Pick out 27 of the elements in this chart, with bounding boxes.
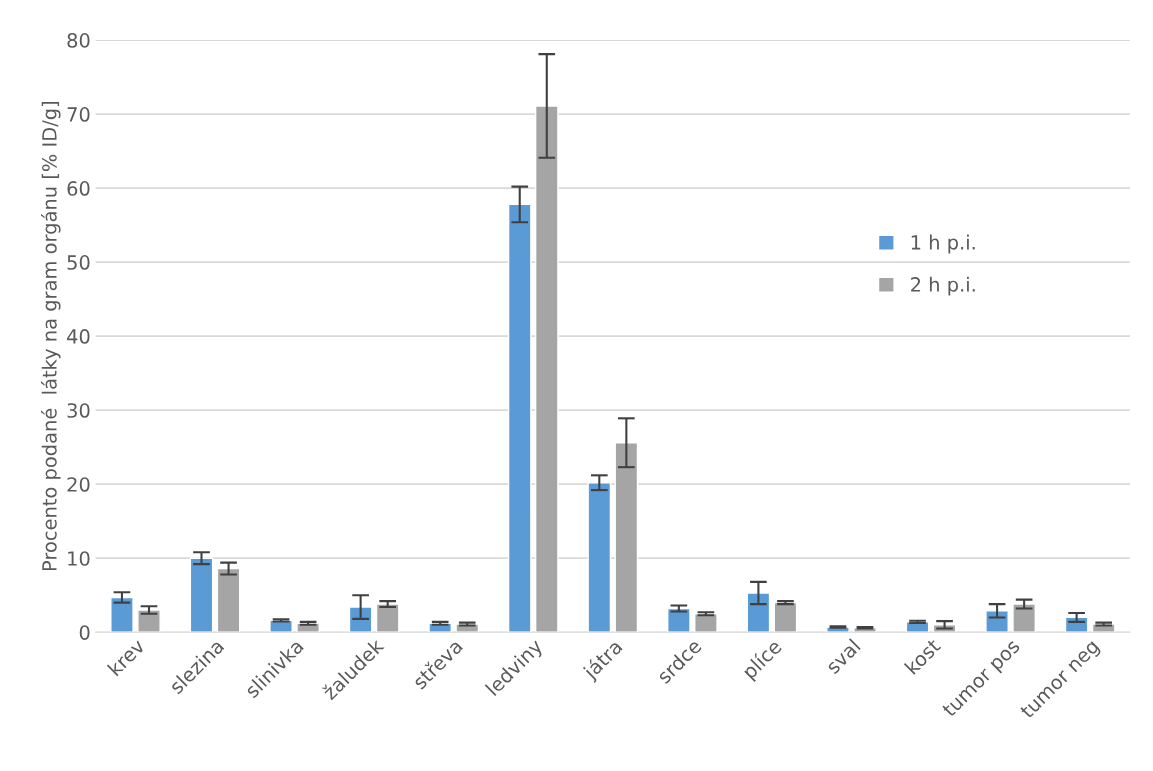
y-axis-title: Procento podané látky na gram orgánu [% ID/g] [40,101,61,571]
y-tick-label: 60 [67,181,90,196]
bar [746,592,771,633]
bar [375,603,400,633]
legend-label: 1 h p.i. [911,234,975,254]
bar [507,203,532,633]
y-tick-label: 80 [67,33,90,48]
bar [534,105,559,633]
bar [694,613,718,633]
bar [189,557,214,633]
y-tick-label: 50 [67,255,90,270]
y-tick-label: 40 [67,329,90,344]
y-tick-label: 70 [67,107,90,122]
bar [587,482,612,633]
y-tick-label: 10 [68,551,90,566]
y-tick-label: 30 [67,403,90,418]
legend-label: 2 h p.i. [911,276,975,296]
bar [110,596,134,633]
bar [773,601,798,633]
y-tick-label: 0 [79,625,90,640]
bar [348,606,373,633]
bar [985,610,1009,633]
bar [1012,603,1036,633]
bar [614,442,639,633]
bar [137,609,161,633]
y-tick-label: 20 [67,477,90,492]
bar [216,567,241,633]
